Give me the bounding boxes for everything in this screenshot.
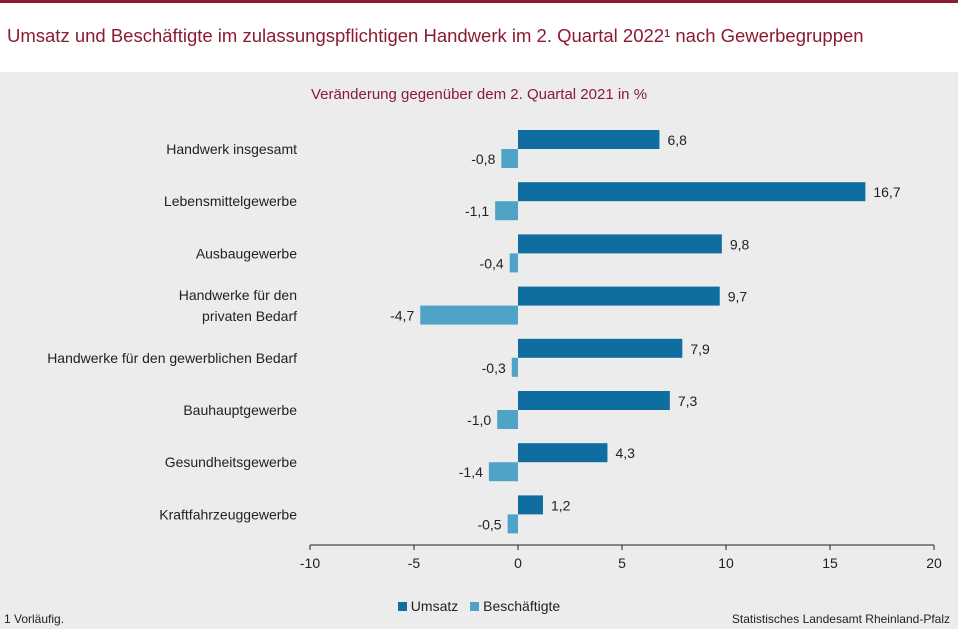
legend-swatch-umsatz — [397, 602, 407, 611]
bar-umsatz — [518, 391, 670, 410]
header-panel — [0, 3, 958, 72]
category-label: privaten Bedarf — [202, 308, 297, 324]
data-label: -0,3 — [482, 360, 506, 376]
data-label: 4,3 — [615, 445, 635, 461]
data-label: 1,2 — [551, 497, 571, 513]
category-label: Gesundheitsgewerbe — [165, 454, 298, 470]
data-label: -1,0 — [467, 412, 491, 428]
legend-swatch-beschaeftigte — [470, 602, 480, 611]
bar-umsatz — [518, 338, 683, 358]
category-label: Lebensmittelgewerbe — [164, 193, 297, 209]
top-accent-line — [0, 0, 958, 3]
bar-beschaeftigte — [507, 514, 518, 534]
data-label: -4,7 — [390, 308, 414, 324]
data-label: 9,7 — [728, 289, 748, 305]
x-tick-label: 15 — [822, 555, 838, 571]
data-label: -0,4 — [480, 255, 504, 271]
footnote: 1 Vorläufig. — [4, 612, 65, 626]
bar-beschaeftigte — [495, 201, 518, 221]
chart-subtitle: Veränderung gegenüber dem 2. Quartal 202… — [310, 86, 648, 103]
bar-beschaeftigte — [511, 357, 518, 377]
x-tick-label: -5 — [408, 555, 421, 571]
x-tick-label: -10 — [300, 555, 320, 571]
legend-item-umsatz: Umsatz — [397, 598, 459, 614]
x-tick-label: 10 — [718, 555, 734, 571]
bar-beschaeftigte — [488, 462, 518, 482]
bar-beschaeftigte — [509, 253, 518, 273]
data-label: 16,7 — [873, 184, 900, 200]
category-label: Handwerke für den — [179, 287, 297, 303]
data-label: -0,5 — [477, 516, 501, 532]
data-label: -1,4 — [459, 464, 483, 480]
data-label: 6,8 — [667, 132, 687, 148]
data-label: 7,3 — [678, 393, 698, 409]
legend-item-beschaeftigte: Beschäftigte — [470, 598, 560, 614]
category-label: Kraftfahrzeuggewerbe — [159, 506, 297, 522]
legend-label-beschaeftigte: Beschäftigte — [483, 598, 561, 614]
source-note: Statistisches Landesamt Rheinland-Pfalz — [731, 612, 950, 626]
category-label: Bauhauptgewerbe — [183, 402, 297, 418]
data-label: 7,9 — [690, 341, 710, 357]
legend: Umsatz Beschäftigte — [0, 598, 958, 614]
legend-label-umsatz: Umsatz — [410, 598, 459, 614]
x-tick-label: 5 — [618, 555, 626, 571]
bar-umsatz — [518, 234, 722, 254]
category-label: Ausbaugewerbe — [196, 245, 297, 261]
bar-umsatz — [518, 182, 866, 202]
bar-beschaeftigte — [420, 305, 518, 325]
bar-umsatz — [518, 286, 720, 306]
bar-beschaeftigte — [501, 149, 518, 168]
x-tick-label: 0 — [514, 555, 522, 571]
x-tick-label: 20 — [926, 555, 942, 571]
category-label: Handwerk insgesamt — [166, 141, 297, 157]
bar-umsatz — [518, 495, 543, 515]
data-label: -1,1 — [465, 203, 489, 219]
data-label: -0,8 — [471, 151, 495, 167]
category-label: Handwerke für den gewerblichen Bedarf — [47, 350, 297, 366]
data-label: 9,8 — [730, 236, 750, 252]
chart-title: Umsatz und Beschäftigte im zulassungspfl… — [7, 25, 864, 46]
bar-umsatz — [518, 443, 608, 463]
bar-umsatz — [518, 130, 660, 149]
bar-beschaeftigte — [497, 410, 518, 429]
